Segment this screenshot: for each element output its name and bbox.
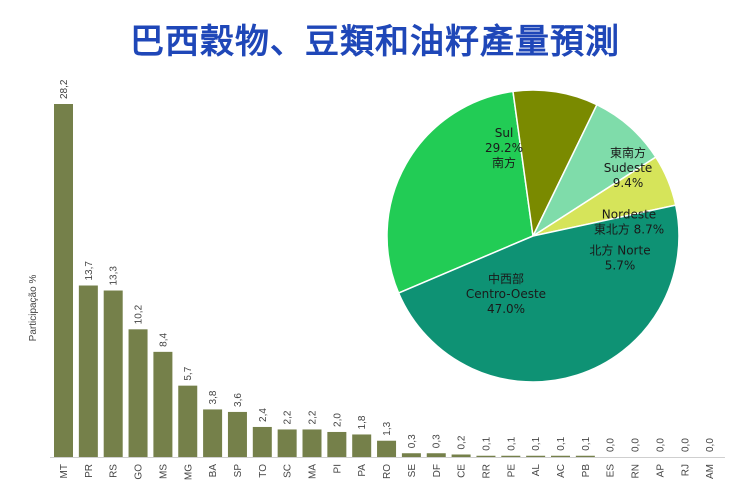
tick-label-mg: MG xyxy=(183,464,194,480)
value-label-ma: 2,2 xyxy=(308,410,319,424)
tick-label-ac: AC xyxy=(556,464,567,478)
pie-chart: Sul 29.2%南方 東南方 Sudeste 9.4% Nordeste 東北方 8.7%… xyxy=(386,89,680,383)
bar-sp xyxy=(227,411,247,457)
bar-mg xyxy=(178,385,198,457)
tick-label-rn: RN xyxy=(631,464,642,478)
value-label-pa: 1,8 xyxy=(357,415,368,429)
value-label-rn: 0,0 xyxy=(631,438,642,452)
bar-ac xyxy=(551,455,570,457)
value-label-se: 0,3 xyxy=(407,434,418,448)
tick-label-pi: PI xyxy=(332,464,343,473)
tick-label-pb: PB xyxy=(581,464,592,478)
value-label-rr: 0,1 xyxy=(481,436,492,450)
value-label-sc: 2,2 xyxy=(283,410,294,424)
tick-label-rj: RJ xyxy=(680,464,691,476)
bar-to xyxy=(252,426,272,457)
value-label-pr: 13,7 xyxy=(84,261,95,281)
pie-slice-sudeste xyxy=(512,89,598,239)
value-label-pb: 0,1 xyxy=(581,436,592,450)
bar-pr xyxy=(78,285,98,457)
tick-label-sc: SC xyxy=(283,464,294,478)
value-label-to: 2,4 xyxy=(258,408,269,422)
value-label-go: 10,2 xyxy=(134,304,145,324)
value-label-mt: 28,2 xyxy=(59,79,70,99)
tick-label-go: GO xyxy=(134,464,145,480)
tick-label-es: ES xyxy=(606,464,617,478)
tick-label-ba: BA xyxy=(208,464,219,478)
bar-sc xyxy=(277,429,297,457)
value-label-ro: 1,3 xyxy=(382,421,393,435)
value-label-rj: 0,0 xyxy=(680,438,691,452)
value-label-ce: 0,2 xyxy=(457,435,468,449)
bar-chart: Participação % 28,2 MT 13,7 PR 13,3 RS 10,2 GO 8,… xyxy=(28,79,725,480)
bar-ms xyxy=(153,351,173,457)
value-label-rs: 13,3 xyxy=(109,266,120,286)
value-label-pe: 0,1 xyxy=(506,436,517,450)
bar-pe xyxy=(501,455,521,457)
pie-label-sul: Sul 29.2%南方 xyxy=(485,126,523,170)
tick-label-ce: CE xyxy=(457,464,468,478)
value-label-sp: 3,6 xyxy=(233,393,244,407)
value-label-ms: 8,4 xyxy=(158,333,169,347)
page-title: 巴西穀物、豆類和油籽產量預測 xyxy=(130,22,620,62)
pie-label-norte: 北方 Norte 5.7% xyxy=(589,243,650,273)
value-label-ac: 0,1 xyxy=(556,436,567,450)
tick-label-am: AM xyxy=(705,464,716,479)
pie-slice-sul xyxy=(386,90,534,295)
bar-mt xyxy=(54,104,73,457)
tick-label-ms: MS xyxy=(158,464,169,479)
bar-se xyxy=(401,453,421,457)
tick-label-sp: SP xyxy=(233,464,244,478)
bar-rs xyxy=(103,290,123,457)
bar-pa xyxy=(352,434,372,457)
bar-ma xyxy=(302,429,322,457)
tick-label-pe: PE xyxy=(506,464,517,478)
tick-label-ap: AP xyxy=(655,464,666,478)
bar-go xyxy=(128,329,148,457)
bar-rr xyxy=(476,455,496,457)
bar-pb xyxy=(575,455,595,457)
value-label-ba: 3,8 xyxy=(208,390,219,404)
tick-label-ro: RO xyxy=(382,464,393,479)
y-axis-label: Participação % xyxy=(28,275,39,342)
tick-label-pr: PR xyxy=(84,464,95,478)
pie-label-nordeste: Nordeste 東北方 8.7% xyxy=(594,208,664,237)
bar-ro xyxy=(377,440,397,457)
pie-slice-centro-oeste xyxy=(397,204,680,383)
tick-label-al: AL xyxy=(531,464,542,477)
value-label-mg: 5,7 xyxy=(183,366,194,380)
bar-df xyxy=(426,453,446,457)
tick-label-to: TO xyxy=(258,464,269,478)
value-label-am: 0,0 xyxy=(705,438,716,452)
bar-ce xyxy=(451,454,471,457)
pie-label-sudeste: 東南方 Sudeste 9.4% xyxy=(604,145,653,190)
value-label-ap: 0,0 xyxy=(655,438,666,452)
value-label-df: 0,3 xyxy=(432,434,443,448)
tick-label-ma: MA xyxy=(308,464,319,479)
tick-label-rr: RR xyxy=(481,464,492,478)
tick-label-pa: PA xyxy=(357,464,368,477)
bar-al xyxy=(526,455,546,457)
tick-label-se: SE xyxy=(407,464,418,478)
tick-label-df: DF xyxy=(432,464,443,477)
value-label-es: 0,0 xyxy=(606,438,617,452)
value-label-pi: 2,0 xyxy=(332,413,343,427)
bar-pi xyxy=(327,431,347,457)
value-label-al: 0,1 xyxy=(531,436,542,450)
tick-label-mt: MT xyxy=(59,464,70,478)
pie-label-centro-oeste: 中西部 Centro-Oeste 47.0% xyxy=(466,271,546,316)
bar-ba xyxy=(203,409,223,457)
tick-label-rs: RS xyxy=(109,464,120,478)
